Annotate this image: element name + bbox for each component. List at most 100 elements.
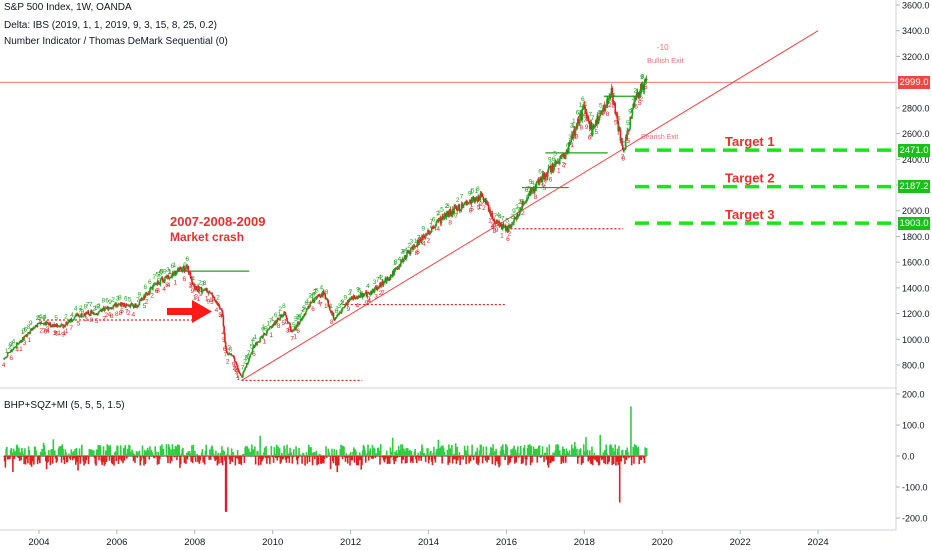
candle-body [157, 281, 160, 285]
osc-bar [119, 445, 122, 456]
y-tick-label: 2000.0 [902, 206, 930, 216]
osc-bar [45, 456, 48, 470]
current-price-label: 2999.0 [898, 75, 930, 89]
candle-body [618, 126, 621, 130]
osc-bar [568, 450, 571, 456]
td-count-label: 6 [538, 169, 542, 176]
osc-bar [471, 444, 473, 456]
candle-body [242, 371, 245, 374]
osc-bar [138, 450, 141, 456]
candle-body [343, 306, 346, 308]
osc-bar [173, 448, 175, 456]
td-count-label: 4 [42, 315, 46, 322]
candle-body [82, 316, 85, 318]
candle-body [406, 251, 408, 258]
candle-body [617, 121, 620, 131]
osc-bar [319, 454, 321, 456]
osc-bar [385, 450, 388, 456]
candle-body [369, 293, 372, 295]
candle-body [182, 266, 185, 268]
td-count-label: 2 [243, 359, 247, 366]
candle-body [478, 195, 480, 200]
osc-bar [143, 450, 146, 456]
osc-bar [141, 445, 144, 456]
osc-bar [306, 456, 309, 464]
td-count-label: 1 [27, 337, 31, 344]
osc-bar [218, 456, 220, 464]
osc-bar [427, 456, 430, 464]
candle-body [358, 296, 360, 298]
candle-body [66, 322, 69, 325]
osc-bar [176, 456, 178, 461]
osc-bar [14, 451, 16, 456]
td-count-label: 4 [436, 226, 440, 233]
candle-body [281, 314, 284, 317]
candle-body [136, 305, 139, 307]
osc-bar [73, 456, 76, 459]
candle-body [98, 310, 101, 312]
osc-bar [262, 456, 264, 459]
candle-body [479, 193, 482, 201]
candle-body [521, 201, 524, 210]
osc-bar [231, 456, 234, 463]
candle-body [438, 219, 440, 222]
candle-body [340, 309, 343, 313]
osc-bar [9, 456, 11, 460]
td-count-label: 5 [543, 185, 547, 192]
osc-bar [373, 449, 376, 456]
osc-bar [154, 446, 157, 456]
td-count-label: 4 [2, 362, 6, 369]
candle-body [631, 108, 634, 116]
osc-bar [388, 456, 391, 464]
td-count-label: 3 [374, 293, 378, 300]
candle-body [499, 223, 502, 225]
candle-body [237, 368, 240, 371]
candle-body [510, 226, 512, 228]
osc-bar [305, 452, 308, 456]
osc-bar [343, 446, 345, 456]
td-count-label: 4 [310, 293, 314, 300]
candle-body [285, 315, 288, 318]
candle-body [569, 142, 572, 144]
candle-body [602, 107, 605, 112]
candle-body [511, 223, 514, 224]
osc-bar [137, 451, 139, 456]
td-count-label: 7 [86, 302, 90, 309]
osc-bar [522, 456, 524, 464]
osc-bar [291, 456, 294, 464]
td-count-label: 4 [397, 256, 401, 263]
td-count-label: 7 [563, 162, 567, 169]
osc-bar [417, 452, 419, 456]
crash-label-line1: 2007-2008-2009 [170, 214, 265, 229]
td-count-label: 5 [158, 270, 162, 277]
candle-body [123, 302, 126, 307]
candle-body [549, 166, 552, 172]
osc-bar [24, 448, 26, 456]
osc-bar [36, 456, 39, 465]
td-count-label: 5 [155, 271, 159, 278]
candle-body [275, 320, 277, 325]
candle-body [431, 226, 434, 229]
candle-body [247, 361, 249, 364]
candle-body [419, 239, 422, 241]
x-tick-label: 2016 [496, 537, 517, 548]
candle-body [615, 113, 618, 115]
candle-body [96, 313, 99, 315]
osc-bar [458, 452, 461, 456]
x-tick-label: 2018 [574, 537, 595, 548]
td-count-label: 9 [61, 331, 65, 338]
y-tick-label: 1200.0 [902, 309, 930, 319]
osc-bar [125, 456, 128, 459]
candle-body [31, 329, 34, 330]
osc-bar [158, 456, 160, 464]
candle-body [361, 294, 364, 298]
osc-bar [33, 456, 35, 465]
candle-body [590, 122, 593, 130]
td-count-label: 2 [233, 365, 237, 372]
candle-body [276, 318, 279, 322]
candle-body [644, 79, 646, 84]
candle-body [185, 266, 188, 268]
osc-bar [197, 456, 199, 463]
td-count-label: 1 [488, 217, 492, 224]
